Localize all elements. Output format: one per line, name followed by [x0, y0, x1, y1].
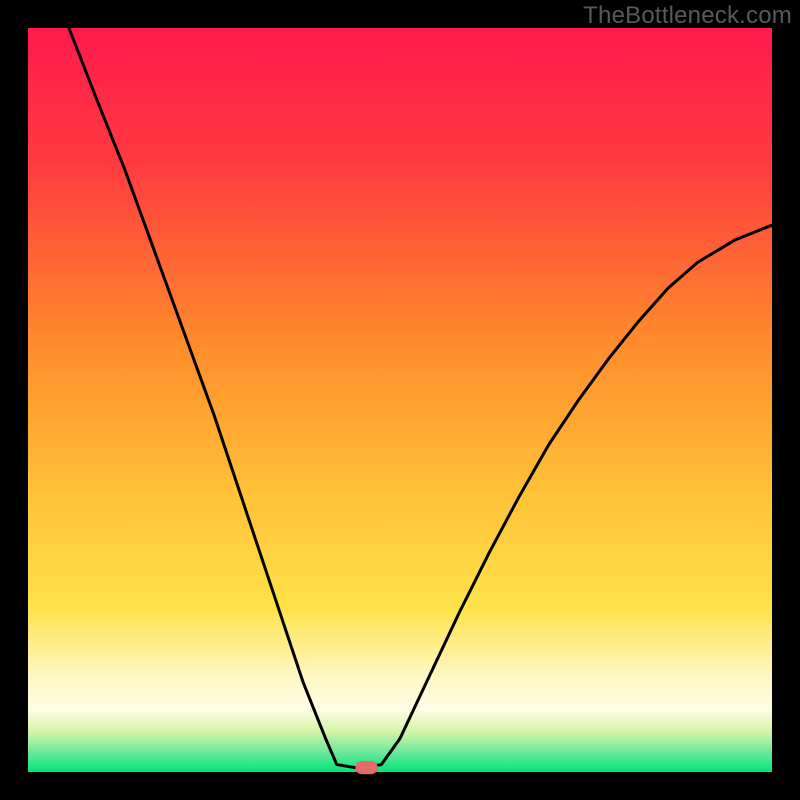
chart-container: TheBottleneck.com: [0, 0, 800, 800]
chart-plot-area: [28, 28, 772, 772]
minimum-marker: [355, 761, 377, 774]
watermark-text: TheBottleneck.com: [583, 2, 792, 30]
bottleneck-chart: [0, 0, 800, 800]
